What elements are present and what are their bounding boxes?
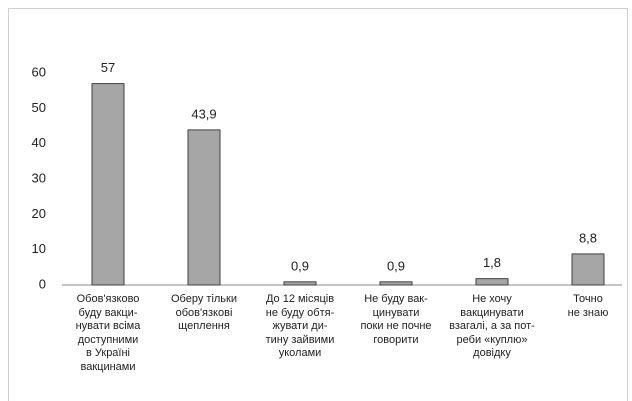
y-tick-label: 30 [32, 170, 46, 185]
bar [91, 83, 125, 286]
x-tick-label: До 12 місяців не буду обтя- жувати ди- т… [265, 293, 335, 360]
y-tick-label: 60 [32, 64, 46, 79]
bar [379, 281, 413, 286]
y-tick-label: 10 [32, 241, 46, 256]
value-label: 1,8 [483, 255, 501, 270]
value-label: 43,9 [191, 106, 216, 121]
border [8, 8, 628, 401]
value-label: 0,9 [387, 258, 405, 273]
y-tick-label: 0 [39, 276, 46, 291]
value-label: 8,8 [579, 230, 597, 245]
bar [283, 281, 317, 286]
x-tick-label: Не буду вак- цинувати поки не почне гово… [360, 293, 432, 346]
x-tick-label: Точно не знаю [567, 293, 609, 319]
y-tick-label: 40 [32, 135, 46, 150]
value-label: 0,9 [291, 258, 309, 273]
bar [187, 129, 221, 286]
value-label: 57 [101, 60, 115, 75]
x-tick-label: Обов'язково буду вакци- нувати всіма дос… [75, 293, 141, 373]
x-tick-label: Не хочу вакцинувати взагалі, а за пот- р… [449, 293, 535, 360]
bar [571, 253, 605, 286]
y-tick-label: 20 [32, 206, 46, 221]
y-tick-label: 50 [32, 100, 46, 115]
bar [475, 278, 509, 286]
x-tick-label: Оберу тільки обов'язкові щеплення [171, 293, 237, 333]
